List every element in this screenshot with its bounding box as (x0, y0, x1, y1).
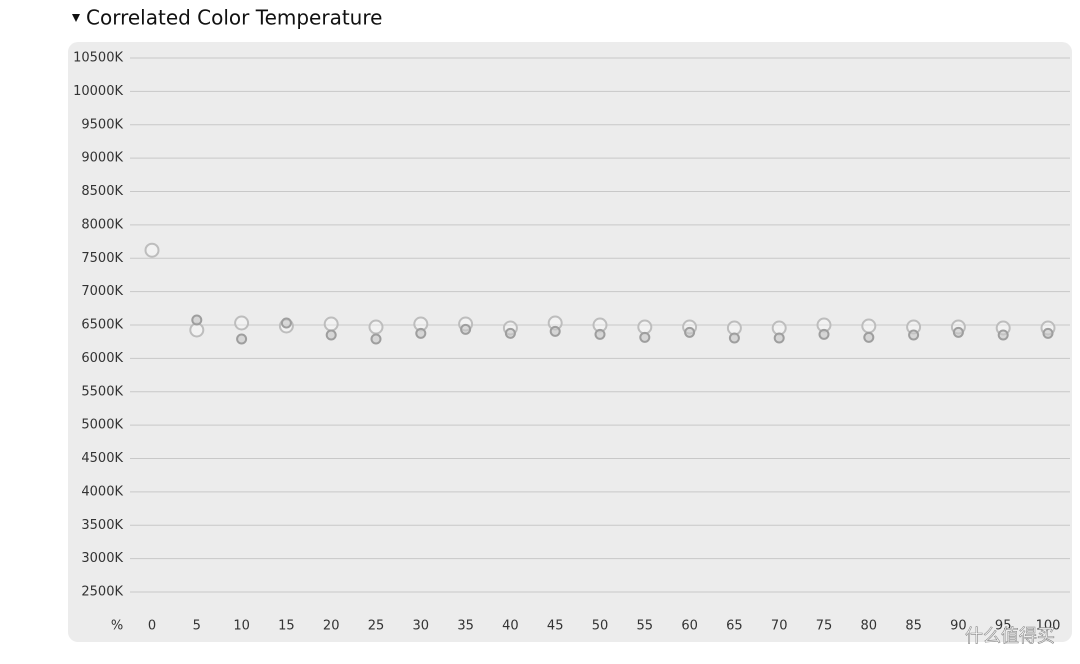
y-tick-label: 7500K (81, 251, 123, 266)
x-tick-label: 50 (592, 619, 609, 634)
data-point (323, 316, 339, 332)
x-tick-label: 55 (637, 619, 654, 634)
x-tick-label: 0 (148, 619, 156, 634)
y-tick-label: 4000K (81, 484, 123, 499)
data-point (908, 329, 920, 341)
x-tick-label: 85 (905, 619, 922, 634)
x-tick-label: 30 (413, 619, 430, 634)
x-tick-label: 10 (233, 619, 250, 634)
x-tick-label: 70 (771, 619, 788, 634)
data-point (415, 327, 427, 339)
y-tick-label: 4500K (81, 451, 123, 466)
y-tick-label: 6000K (81, 351, 123, 366)
data-point (637, 319, 653, 335)
collapse-icon[interactable] (72, 14, 80, 22)
data-point (549, 325, 561, 337)
x-tick-label: 80 (861, 619, 878, 634)
data-point (863, 331, 875, 343)
y-tick-label: 6500K (81, 318, 123, 333)
x-tick-label: 100 (1036, 619, 1061, 634)
y-tick-label: 10500K (73, 51, 123, 66)
x-tick-label: 15 (278, 619, 295, 634)
data-point (639, 331, 651, 343)
data-point (684, 326, 696, 338)
data-point (236, 333, 248, 345)
x-tick-label: 5 (193, 619, 201, 634)
data-point (370, 333, 382, 345)
x-tick-label: 75 (816, 619, 833, 634)
y-tick-label: 5500K (81, 384, 123, 399)
x-tick-label: 25 (368, 619, 385, 634)
x-tick-label: 45 (547, 619, 564, 634)
data-point (234, 315, 250, 331)
x-tick-label: 20 (323, 619, 340, 634)
data-point (997, 329, 1009, 341)
data-point (594, 328, 606, 340)
x-tick-label: 35 (457, 619, 474, 634)
x-tick-label: 95 (995, 619, 1012, 634)
data-point (818, 328, 830, 340)
x-axis-label: % (111, 619, 123, 634)
y-tick-label: 2500K (81, 585, 123, 600)
x-tick-label: 65 (726, 619, 743, 634)
data-point (325, 329, 337, 341)
data-point (191, 314, 203, 326)
x-tick-label: 60 (681, 619, 698, 634)
y-tick-label: 3000K (81, 551, 123, 566)
plot-panel (68, 42, 1072, 642)
chart-title: Correlated Color Temperature (86, 6, 382, 30)
y-tick-label: 9000K (81, 151, 123, 166)
data-point (773, 332, 785, 344)
data-point (504, 327, 516, 339)
data-point (952, 326, 964, 338)
y-tick-label: 5000K (81, 418, 123, 433)
y-tick-label: 9500K (81, 117, 123, 132)
data-point (728, 332, 740, 344)
data-point (280, 317, 292, 329)
x-tick-label: 40 (502, 619, 519, 634)
y-tick-label: 7000K (81, 284, 123, 299)
y-tick-label: 8500K (81, 184, 123, 199)
data-point (368, 319, 384, 335)
y-tick-label: 10000K (73, 84, 123, 99)
watermark: 什么值得买 (965, 626, 1055, 647)
data-point (861, 318, 877, 334)
data-point (1042, 327, 1054, 339)
data-point (460, 323, 472, 335)
y-tick-label: 8000K (81, 217, 123, 232)
x-tick-label: 90 (950, 619, 967, 634)
data-point (144, 242, 160, 258)
y-tick-label: 3500K (81, 518, 123, 533)
